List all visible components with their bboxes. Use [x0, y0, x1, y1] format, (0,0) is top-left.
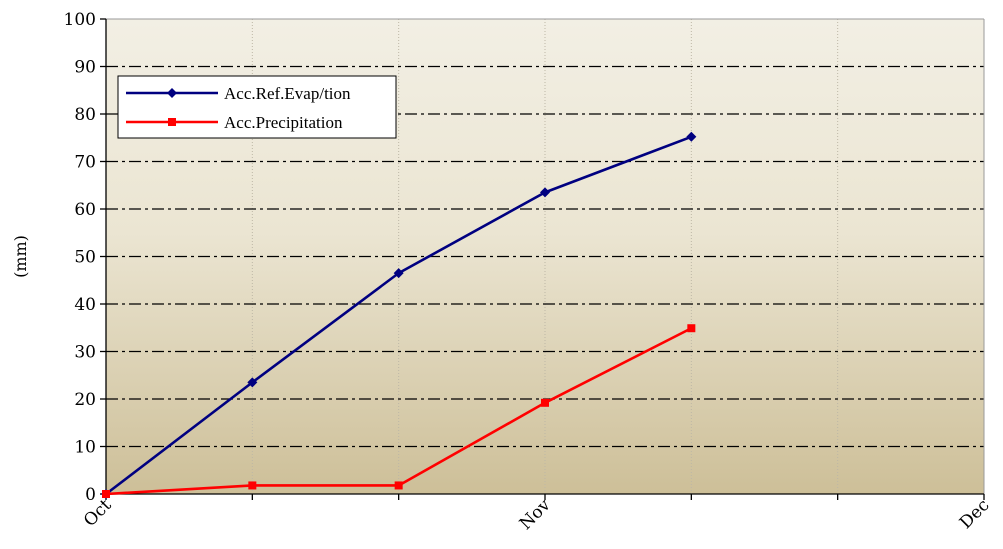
legend-label: Acc.Ref.Evap/tion: [224, 84, 351, 103]
y-tick-label: 80: [74, 105, 96, 125]
series-acc-precipitation: [102, 324, 696, 498]
data-point: [686, 131, 697, 142]
y-tick-labels: 0 10 20 30 40 50 60 70 80 90 100: [64, 10, 96, 505]
y-tick-label: 30: [74, 343, 96, 363]
gridlines: [106, 19, 984, 494]
axes: [100, 18, 985, 500]
y-tick-label: 70: [74, 153, 96, 173]
data-point: [247, 377, 258, 388]
y-tick-label: 0: [85, 485, 96, 505]
data-point: [540, 187, 550, 198]
legend-box: [117, 75, 397, 139]
series: [101, 131, 697, 499]
data-point: [394, 481, 403, 490]
x-tick-label: Nov: [516, 495, 555, 534]
legend-item: Acc.Precipitation: [126, 113, 343, 132]
legend-item: Acc.Ref.Evap/tion: [126, 84, 351, 103]
data-point: [687, 324, 696, 333]
data-point: [248, 481, 257, 490]
x-tick-labels: Oct Nov Dec: [80, 495, 994, 534]
legend-marker: [167, 88, 177, 98]
data-point: [393, 268, 404, 279]
y-tick-label: 10: [74, 438, 96, 458]
legend-label: Acc.Precipitation: [224, 113, 343, 132]
legend: Acc.Ref.Evap/tion Acc.Precipitation: [117, 75, 397, 139]
y-tick-label: 20: [74, 390, 96, 410]
y-tick-label: 50: [74, 248, 96, 268]
y-tick-label: 40: [74, 295, 96, 315]
y-axis-title: (mm): [11, 235, 30, 278]
data-point: [102, 490, 110, 498]
data-point: [541, 398, 549, 407]
x-tick-label: Dec: [956, 495, 994, 533]
legend-marker: [168, 118, 176, 126]
y-tick-label: 60: [74, 200, 96, 220]
y-tick-label: 100: [64, 10, 96, 30]
y-tick-label: 90: [74, 58, 96, 78]
